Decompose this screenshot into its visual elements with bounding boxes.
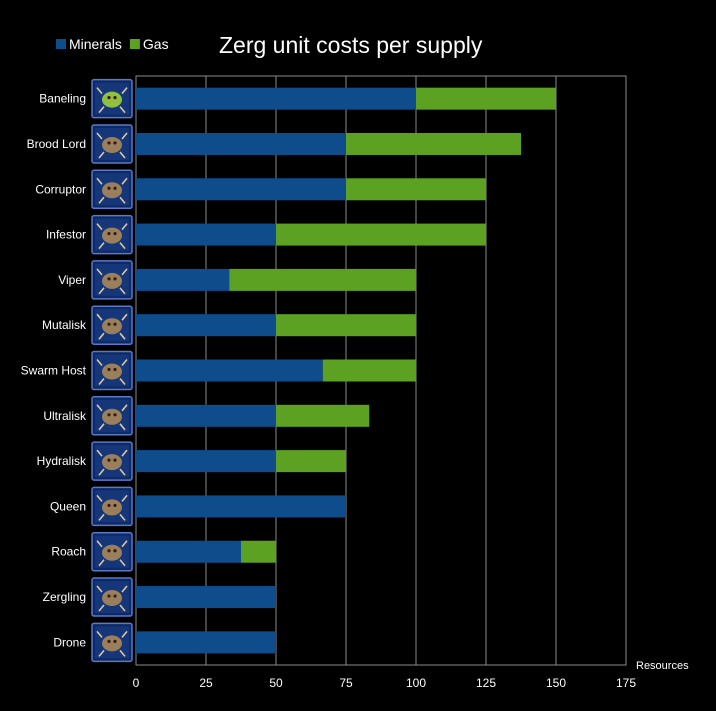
brood-lord-icon bbox=[91, 124, 133, 164]
swarm-host-icon bbox=[91, 350, 133, 391]
legend: Minerals Gas bbox=[56, 36, 169, 52]
legend-label: Minerals bbox=[69, 36, 122, 52]
x-tick-label: 150 bbox=[546, 676, 566, 690]
bar-minerals bbox=[136, 359, 323, 382]
corruptor-icon bbox=[91, 169, 133, 210]
bar-minerals bbox=[136, 631, 276, 654]
baneling-icon bbox=[91, 78, 133, 119]
infestor-icon bbox=[91, 214, 133, 255]
category-label: Zergling bbox=[43, 590, 86, 604]
category-label: Hydralisk bbox=[37, 454, 87, 468]
mutalisk-icon bbox=[91, 305, 133, 345]
category-label: Brood Lord bbox=[27, 137, 86, 151]
bar-minerals bbox=[136, 223, 276, 246]
category-label: Ultralisk bbox=[43, 409, 87, 423]
bar-gas bbox=[322, 359, 416, 382]
x-tick-label: 100 bbox=[406, 676, 426, 690]
category-label: Queen bbox=[50, 499, 86, 513]
bar-gas bbox=[276, 404, 370, 427]
viper-icon bbox=[91, 260, 133, 300]
bar-minerals bbox=[136, 87, 416, 110]
bar-gas bbox=[276, 314, 416, 337]
bar-minerals bbox=[136, 450, 276, 473]
bar-gas bbox=[229, 268, 416, 291]
bar-minerals bbox=[136, 540, 241, 563]
category-label: Swarm Host bbox=[21, 364, 87, 378]
x-tick-label: 50 bbox=[269, 676, 283, 690]
bar-gas bbox=[346, 178, 486, 201]
legend-swatch bbox=[129, 39, 140, 49]
x-tick-label: 175 bbox=[616, 676, 636, 690]
bar-minerals bbox=[136, 314, 276, 337]
category-label: Roach bbox=[51, 545, 86, 559]
unit-icons bbox=[91, 78, 133, 663]
bar-gas bbox=[416, 87, 556, 110]
x-tick-label: 25 bbox=[199, 676, 213, 690]
chart-title: Zerg unit costs per supply bbox=[219, 32, 483, 58]
bar-gas bbox=[276, 223, 486, 246]
drone-icon bbox=[91, 622, 133, 663]
bar-gas bbox=[276, 450, 346, 473]
x-tick-label: 125 bbox=[476, 676, 496, 690]
category-label: Infestor bbox=[46, 228, 86, 242]
hydralisk-icon bbox=[91, 441, 133, 481]
grid bbox=[135, 75, 627, 666]
ultralisk-icon bbox=[91, 396, 133, 436]
bar-gas bbox=[241, 540, 276, 563]
x-axis-title: Resources bbox=[636, 660, 689, 672]
roach-icon bbox=[91, 531, 133, 572]
category-label: Viper bbox=[58, 273, 86, 287]
x-tick-label: 0 bbox=[133, 676, 140, 690]
zergling-icon bbox=[91, 577, 133, 617]
bar-minerals bbox=[136, 132, 346, 155]
legend-label: Gas bbox=[143, 36, 169, 52]
bar-minerals bbox=[136, 268, 230, 291]
queen-icon bbox=[91, 486, 133, 527]
bar-minerals bbox=[136, 404, 276, 427]
x-axis-ticks: 0 25 50 75 100 125 150 175 bbox=[133, 676, 637, 690]
bar-minerals bbox=[136, 495, 346, 518]
category-label: Mutalisk bbox=[42, 318, 87, 332]
legend-swatch bbox=[56, 39, 66, 49]
category-label: Baneling bbox=[39, 92, 86, 106]
bar-minerals bbox=[136, 178, 346, 201]
bar-minerals bbox=[136, 586, 276, 609]
category-label: Corruptor bbox=[35, 182, 86, 196]
category-label: Drone bbox=[53, 635, 86, 649]
x-tick-label: 75 bbox=[339, 676, 353, 690]
bars bbox=[136, 87, 556, 654]
bar-gas bbox=[346, 132, 521, 155]
category-labels: Baneling Brood Lord Corruptor Infestor Viper… bbox=[21, 92, 87, 650]
